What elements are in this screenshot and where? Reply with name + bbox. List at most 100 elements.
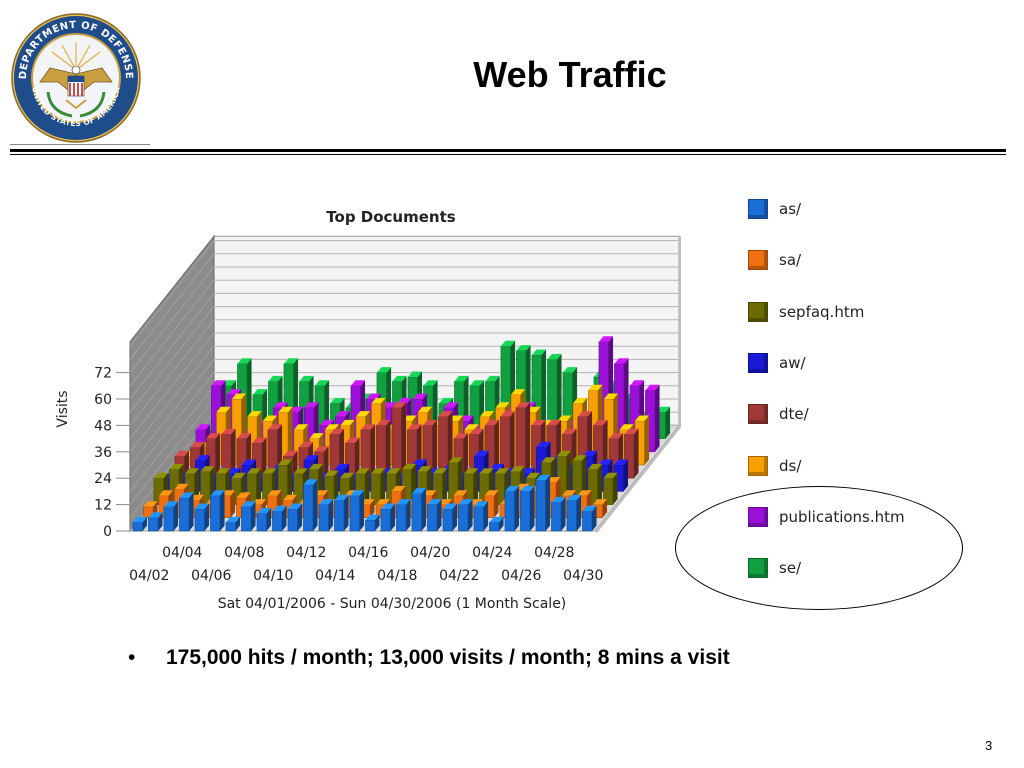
bar-top: [195, 455, 210, 461]
bar-front: [334, 499, 345, 532]
bar-side: [525, 402, 531, 479]
bar-top: [629, 380, 645, 386]
bar-front: [194, 508, 205, 532]
bar-top: [551, 496, 566, 503]
legend-item: aw/: [748, 352, 806, 373]
bar: [411, 488, 427, 532]
bar-front: [132, 521, 143, 532]
bar-side: [158, 512, 163, 531]
bar-front: [303, 484, 314, 532]
bar-top: [179, 492, 194, 498]
bar-top: [335, 411, 350, 417]
bar-top: [391, 402, 407, 408]
bar-top: [324, 424, 340, 430]
bar-front: [365, 519, 376, 532]
bar-top: [582, 505, 597, 512]
bar-side: [288, 406, 293, 465]
bar-top: [453, 433, 469, 439]
bar-top: [562, 428, 577, 435]
bar: [148, 512, 163, 532]
legend-item: dte/: [748, 404, 809, 425]
bar-top: [273, 402, 288, 408]
legend-label: sa/: [779, 251, 802, 270]
bar-top: [371, 397, 386, 404]
bar-top: [598, 336, 614, 342]
bar-side: [613, 472, 618, 505]
bar: [484, 419, 500, 479]
bar-side: [452, 503, 458, 531]
bar-front: [566, 499, 577, 532]
bar-top: [299, 375, 314, 382]
bar: [370, 468, 386, 505]
bar-top: [510, 466, 525, 472]
bar-top: [293, 468, 308, 474]
bar-top: [572, 397, 588, 404]
bar-side: [142, 516, 148, 531]
bar-top: [365, 514, 380, 520]
grid-line: [129, 293, 215, 400]
bar-top: [557, 415, 572, 421]
bar-side: [220, 490, 225, 531]
bar-top: [190, 441, 205, 448]
bar-top: [412, 459, 427, 465]
bar-side: [494, 490, 499, 518]
bar-side: [251, 501, 256, 531]
bar-side: [282, 505, 287, 531]
bar-top: [391, 485, 406, 492]
bar-side: [634, 428, 639, 479]
bar: [489, 516, 504, 532]
bar-top: [132, 516, 148, 523]
bar-side: [344, 494, 349, 531]
legend-swatch: [748, 404, 768, 425]
x-tick-label: 04/02: [129, 568, 169, 584]
bar-side: [530, 485, 535, 531]
bar-top: [504, 485, 520, 492]
legend-label: sepfaq.htm: [779, 302, 865, 321]
bar-side: [561, 496, 566, 531]
bar-top: [474, 450, 489, 457]
bar-top: [500, 340, 516, 347]
bar-top: [340, 419, 355, 426]
bar-top: [463, 468, 479, 474]
bar-side: [256, 468, 262, 505]
bar-front: [427, 504, 438, 532]
bar-top: [252, 389, 268, 395]
bar-side: [204, 503, 210, 531]
bar: [221, 428, 236, 479]
bar-top: [427, 499, 442, 505]
bar-side: [297, 503, 303, 531]
bar-top: [556, 450, 572, 457]
bar-top: [582, 450, 598, 457]
bar-top: [319, 419, 335, 426]
bar-top: [525, 472, 541, 479]
bar-top: [484, 419, 500, 426]
bar-side: [623, 459, 629, 492]
grid-line: [129, 359, 215, 466]
bar-top: [237, 358, 252, 364]
bar: [210, 490, 225, 532]
y-axis-label: Visits: [55, 390, 71, 427]
bar-top: [314, 446, 329, 452]
bar-side: [262, 437, 267, 479]
bar-side: [235, 516, 241, 531]
bar-top: [267, 424, 283, 430]
bar: [484, 490, 499, 519]
bar: [194, 503, 210, 532]
bar-top: [422, 419, 438, 426]
bar-side: [355, 437, 360, 479]
grid-line: [129, 372, 215, 479]
bar-top: [360, 424, 376, 430]
page-number: 3: [985, 738, 993, 753]
bar-side: [499, 516, 504, 531]
grid-line: [129, 332, 215, 439]
bar-side: [483, 501, 489, 531]
bar-top: [309, 433, 324, 439]
bar-front: [391, 407, 402, 479]
bar-top: [500, 411, 515, 417]
highlight-ellipse: [675, 486, 963, 610]
bar: [391, 402, 407, 479]
bar-top: [262, 415, 278, 421]
bar-front: [396, 504, 407, 532]
bar-side: [514, 485, 520, 531]
x-tick-label: 04/12: [286, 545, 326, 561]
